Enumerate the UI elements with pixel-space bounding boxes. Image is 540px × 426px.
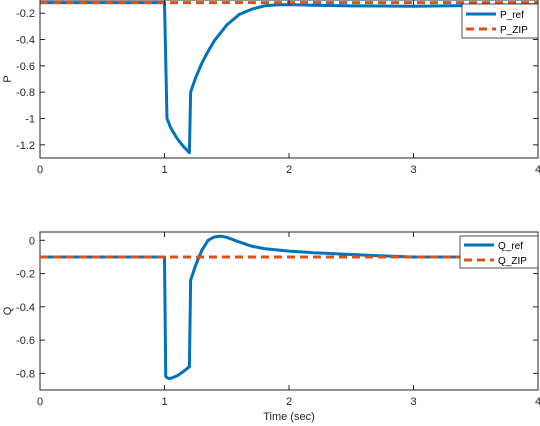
q-series-line-q-ref [40, 234, 538, 380]
p-legend-label-p-ref: P_ref [500, 10, 524, 21]
p-y-axis-label: P [2, 75, 14, 82]
p-legend-box [461, 3, 539, 39]
p-y-tick-label: -0.6 [16, 61, 35, 73]
q-axes: 0 1 2 3 4 0 -0.2 -0.4 -0.6 -0.8 Q Time (sec) Q_re… [2, 231, 540, 423]
p-series-line-p-ref [40, 1, 539, 155]
q-y-axis-label: Q [2, 306, 14, 315]
q-y-tick-label: -0.6 [16, 335, 35, 347]
p-x-tick-label: 3 [410, 164, 416, 176]
p-ticks-layer: 0 1 2 3 4 -0.2 -0.4 -0.6 -0.8 -1 -1.2 [16, 0, 540, 176]
p-x-tick-label: 1 [161, 164, 167, 176]
p-y-tick-label: -1 [25, 114, 35, 126]
p-y-tick-label: -0.4 [16, 35, 35, 47]
q-x-tick-label: 0 [37, 396, 43, 408]
p-y-tick-label: -0.2 [16, 8, 35, 20]
p-legend: P_ref P_ZIP [461, 3, 539, 39]
p-axes: 0 1 2 3 4 -0.2 -0.4 -0.6 -0.8 -1 -1.2 P P_ref P_ZI… [2, 0, 540, 176]
p-y-tick-label: -0.8 [16, 87, 35, 99]
q-y-tick-label: -0.4 [16, 302, 35, 314]
q-x-tick-label: 4 [535, 396, 540, 408]
p-x-tick-label: 0 [37, 164, 43, 176]
q-y-tick-label: 0 [29, 235, 35, 247]
q-x-tick-label: 2 [286, 396, 292, 408]
q-legend-box [459, 235, 539, 269]
q-legend: Q_ref Q_ZIP [459, 235, 539, 269]
q-x-tick-label: 1 [161, 396, 167, 408]
p-x-tick-label: 2 [286, 164, 292, 176]
q-x-axis-label: Time (sec) [263, 411, 315, 423]
q-x-tick-label: 3 [410, 396, 416, 408]
p-x-tick-label: 4 [535, 164, 540, 176]
q-legend-label-q-zip: Q_ZIP [498, 256, 527, 267]
p-plot-area [39, 0, 539, 159]
p-y-tick-label: -1.2 [16, 140, 35, 152]
q-ticks-layer: 0 1 2 3 4 0 -0.2 -0.4 -0.6 -0.8 [16, 232, 540, 408]
q-series-layer [40, 234, 538, 380]
q-y-tick-label: -0.8 [16, 368, 35, 380]
p-legend-label-p-zip: P_ZIP [500, 25, 528, 36]
q-y-tick-label: -0.2 [16, 269, 35, 281]
q-legend-label-q-ref: Q_ref [498, 241, 523, 252]
